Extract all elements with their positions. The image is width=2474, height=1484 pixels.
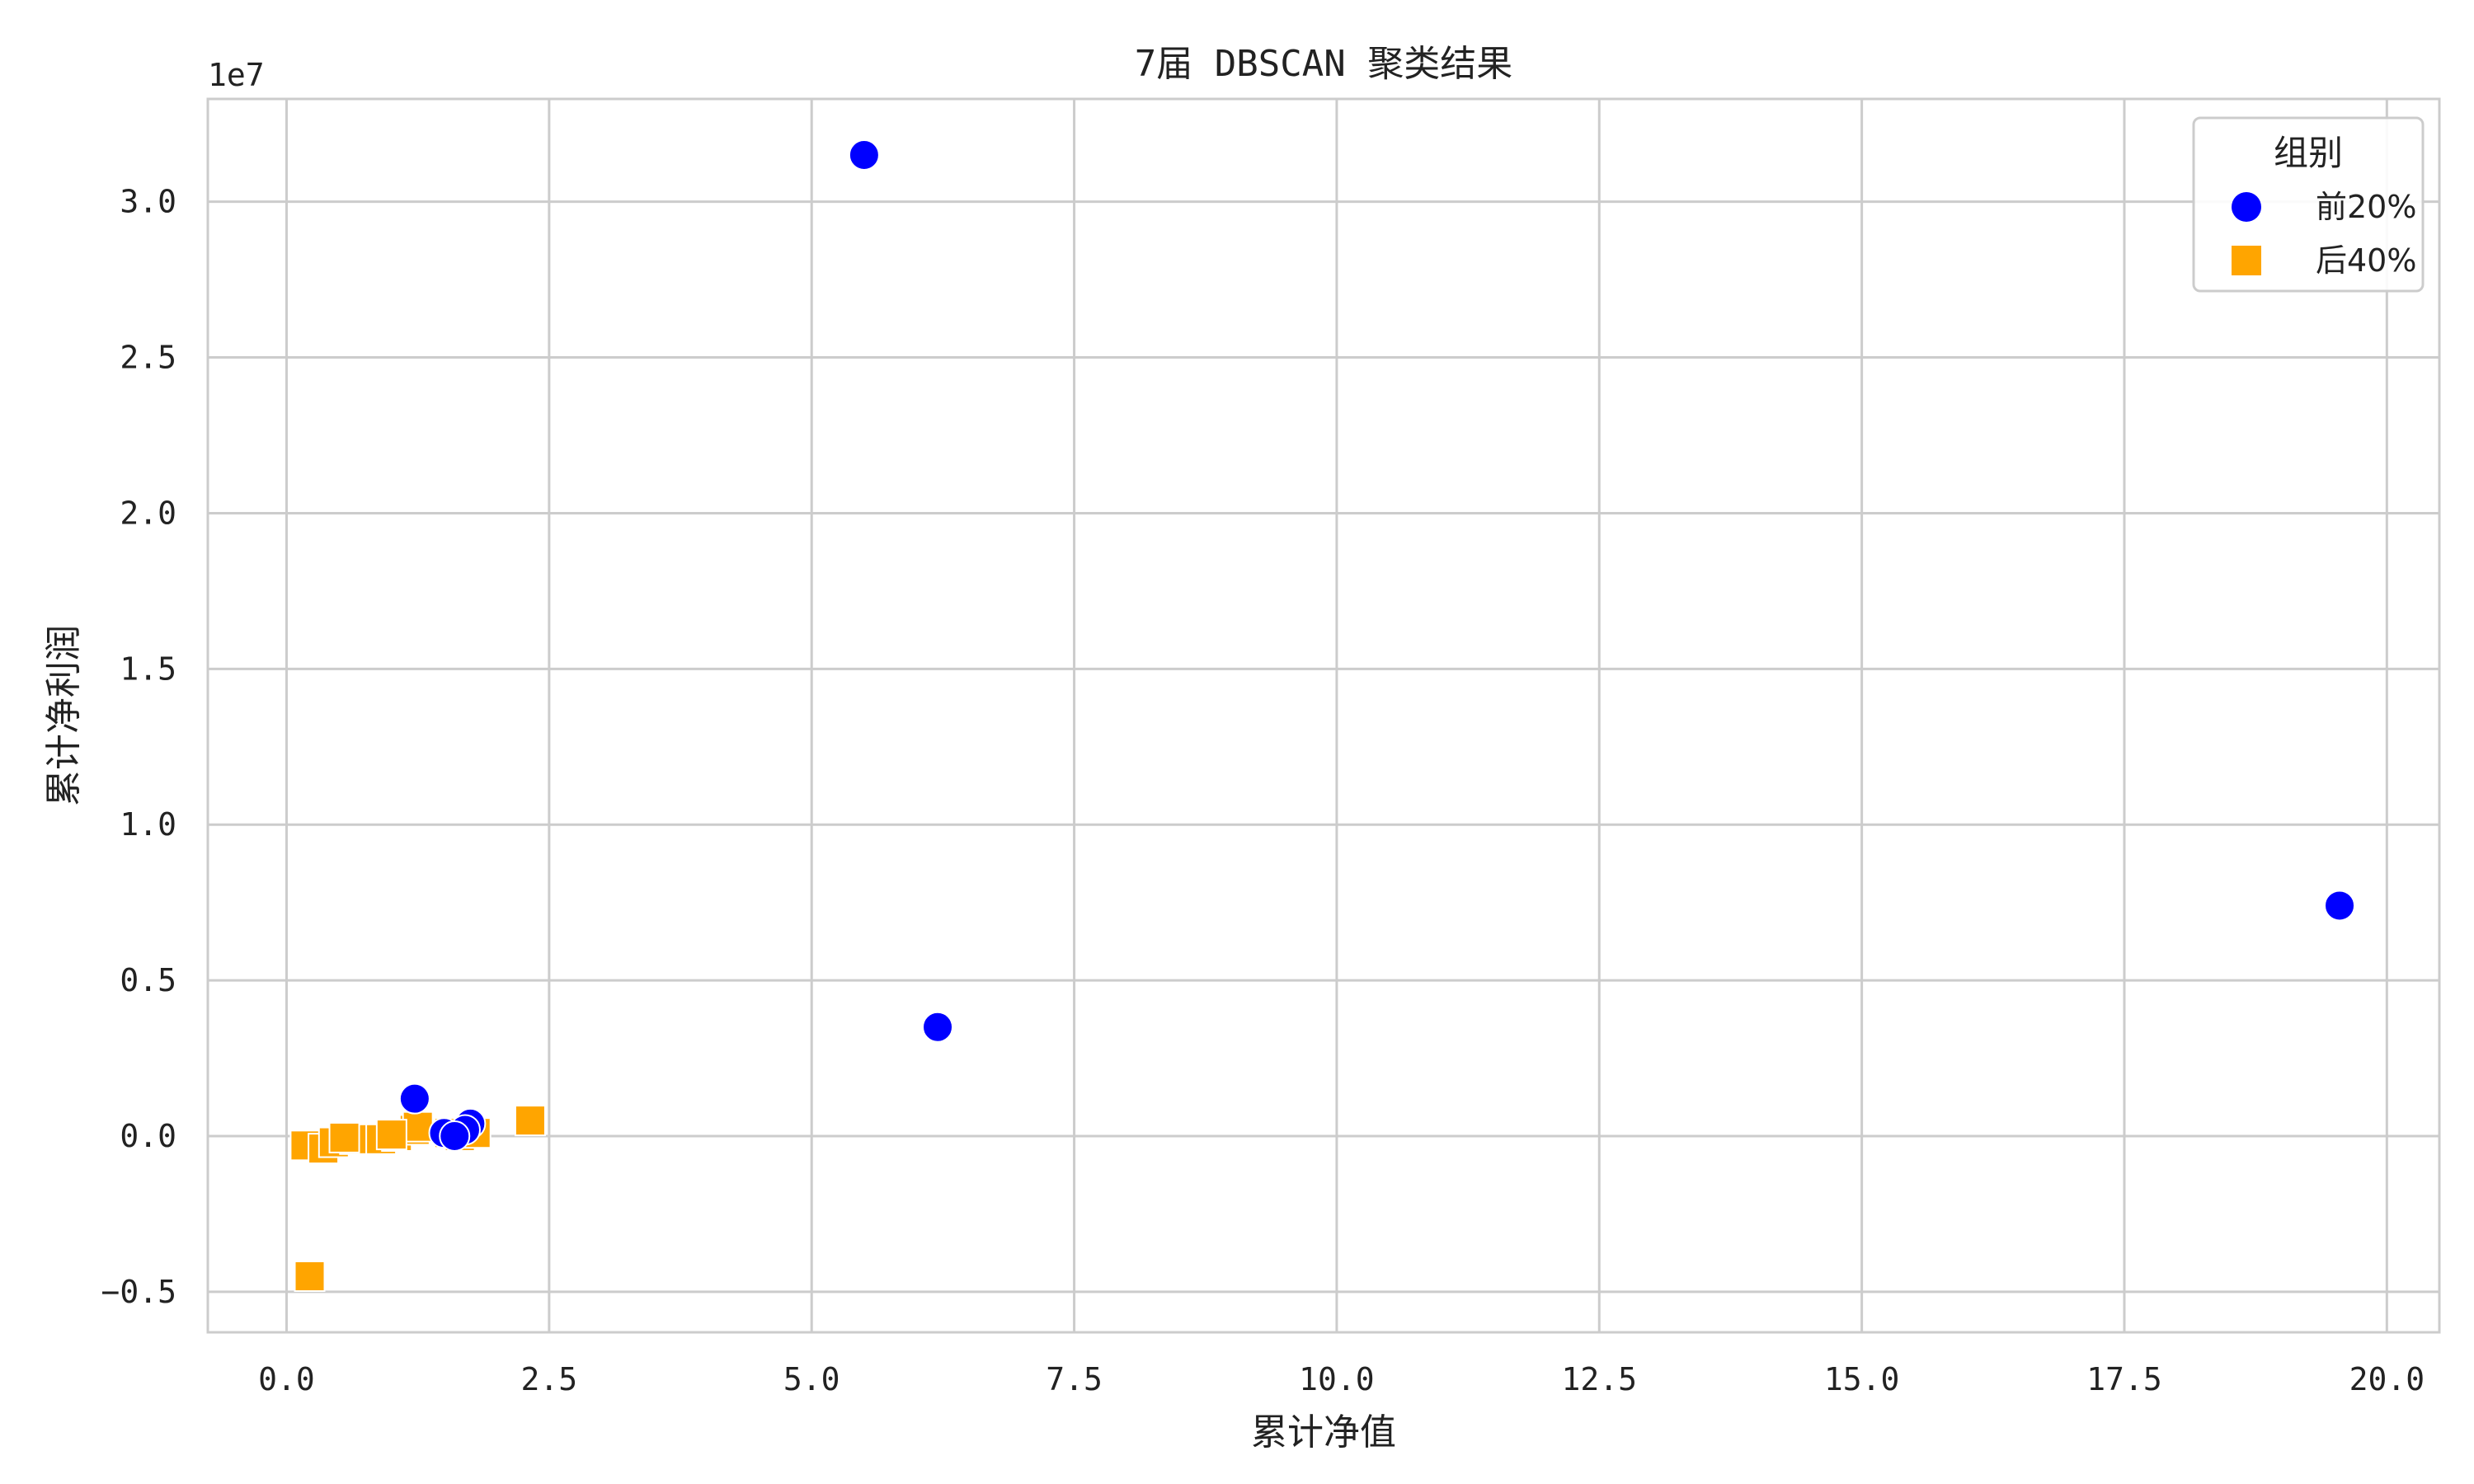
y-tick-label: 1.5 [120, 650, 176, 687]
y-offset-label: 1e7 [208, 57, 265, 93]
y-tick-label: 3.0 [120, 184, 176, 220]
data-point-circle [922, 1011, 954, 1043]
data-point-circle [398, 1082, 430, 1115]
data-point-circle [848, 139, 880, 171]
y-tick-label: 0.0 [120, 1118, 176, 1154]
x-axis-ticks: 0.0 2.5 5.0 7.5 10.0 12.5 15.0 17.5 20.0 [258, 1361, 2425, 1397]
y-tick-label: 0.5 [120, 962, 176, 998]
data-point-square [402, 1111, 434, 1143]
x-tick-label: 12.5 [1562, 1361, 1638, 1397]
y-tick-label: 2.5 [120, 340, 176, 376]
data-point-square [328, 1121, 360, 1153]
data-point-square [375, 1119, 407, 1151]
legend: 组别 前20% 后40% [2192, 116, 2425, 293]
x-tick-label: 5.0 [783, 1361, 840, 1397]
x-tick-label: 7.5 [1046, 1361, 1103, 1397]
legend-marker-circle [2232, 192, 2261, 222]
x-tick-label: 0.0 [258, 1361, 315, 1397]
data-point-square [514, 1105, 546, 1137]
plot-background [208, 99, 2439, 1332]
x-tick-label: 20.0 [2349, 1361, 2425, 1397]
y-tick-label: 2.0 [120, 495, 176, 531]
legend-title: 组别 [2274, 133, 2343, 173]
plot-frame [206, 97, 2441, 1334]
y-axis-ticks: −0.5 0.0 0.5 1.0 1.5 2.0 2.5 3.0 [101, 184, 176, 1310]
x-axis-title: 累计净值 [1251, 1411, 1396, 1453]
data-point-circle [2324, 890, 2356, 922]
chart-title: 7届 DBSCAN 聚类结果 [1135, 43, 1512, 85]
x-tick-label: 15.0 [1824, 1361, 1900, 1397]
x-tick-label: 10.0 [1299, 1361, 1375, 1397]
legend-marker-square [2232, 246, 2261, 275]
y-axis-title: 累计净利润 [43, 625, 85, 806]
data-points [289, 139, 2356, 1292]
y-tick-label: −0.5 [101, 1274, 176, 1310]
x-tick-label: 2.5 [521, 1361, 578, 1397]
y-tick-label: 1.0 [120, 806, 176, 843]
data-point-square [294, 1261, 326, 1292]
x-tick-label: 17.5 [2086, 1361, 2162, 1397]
legend-label-top20: 前20% [2316, 189, 2416, 225]
data-point-circle [439, 1120, 471, 1152]
grid-lines [208, 99, 2439, 1332]
legend-label-bottom40: 后40% [2316, 242, 2416, 279]
